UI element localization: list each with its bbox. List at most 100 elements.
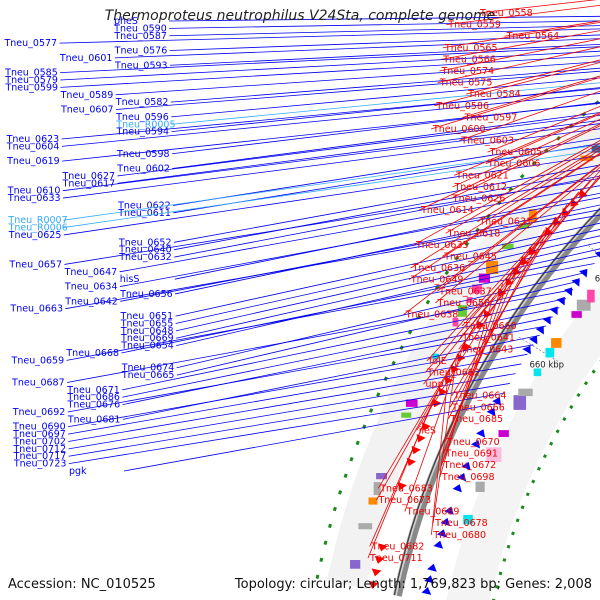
reverse-gene-label: Tneu_0678 (434, 518, 488, 529)
reverse-gene-label: Tneu_0597 (464, 112, 518, 123)
reverse-gene-label: Tneu_0584 (467, 89, 521, 100)
reverse-leader-line (418, 123, 600, 211)
forward-gene-label: Tneu_0623 (6, 134, 60, 145)
forward-gene-arrow (563, 287, 573, 297)
forward-leader-line (119, 185, 600, 273)
forward-gene-label: Tneu_0587 (113, 31, 167, 42)
feature-block (478, 273, 490, 283)
forward-leader-line (175, 229, 600, 324)
forward-gene-arrow (424, 575, 434, 584)
forward-gene-label: Tneu_0589 (60, 90, 114, 101)
forward-gene-arrow (436, 529, 447, 538)
forward-leader-line (66, 263, 595, 361)
feature-block (498, 430, 509, 438)
forward-gene-arrow (492, 397, 501, 406)
reverse-gene-arrow (463, 342, 472, 351)
outer-tick (454, 255, 460, 261)
forward-gene-arrow (475, 429, 486, 438)
forward-gene-label: Tneu_0676 (67, 400, 121, 411)
forward-leader-line (61, 88, 600, 140)
reverse-gene-arrow (421, 422, 431, 431)
reverse-leader-line (450, 125, 600, 199)
forward-leader-line (62, 128, 600, 199)
reverse-gene-arrow (378, 543, 388, 552)
reverse-gene-label: Tneu_0711 (369, 553, 423, 564)
genome-summary-text: Topology: circular; Length: 1,769,823 bp… (234, 577, 592, 592)
reverse-gene-label: Tneu_0566 (442, 54, 496, 65)
forward-leader-line (173, 137, 600, 206)
forward-leader-line (122, 334, 540, 420)
reverse-leader-line (430, 77, 600, 130)
inner-tick (583, 381, 589, 386)
feature-block (472, 284, 482, 294)
feature-block (571, 311, 582, 318)
forward-leader-line (62, 102, 600, 162)
reverse-gene-label: Tneu_0662 (426, 367, 480, 378)
forward-gene-arrow (579, 268, 588, 278)
feature-block (486, 447, 502, 462)
reverse-gene-label: Tneu_0586 (435, 101, 489, 112)
reverse-gene-label: Tneu_0666 (451, 402, 505, 413)
accession-text: Accession: NC_010525 (8, 577, 156, 592)
forward-gene-label: Tneu_0690 (12, 422, 66, 433)
forward-gene-arrow (522, 345, 531, 355)
forward-leader-line (64, 177, 600, 265)
forward-gene-label: Tneu_0687 (11, 377, 65, 388)
outer-tick (338, 490, 343, 495)
feature-block (463, 514, 473, 525)
forward-gene-label: Tneu_0576 (114, 46, 168, 57)
feature-block (591, 145, 600, 153)
forward-leader-line (169, 34, 600, 51)
inner-tick (495, 585, 499, 589)
reverse-gene-arrow (374, 555, 385, 564)
outer-tick (531, 160, 537, 166)
feature-block (513, 395, 527, 410)
reverse-leader-line (448, 229, 545, 420)
outer-tick (519, 173, 525, 179)
reverse-gene-label: Tneu_0698 (441, 472, 495, 483)
forward-gene-arrow (571, 278, 580, 287)
forward-gene-label: Tneu_0654 (120, 341, 174, 352)
forward-gene-label: Tneu_0681 (67, 414, 121, 425)
forward-leader-line (60, 55, 600, 88)
forward-gene-label: Tneu_0648 (120, 326, 174, 337)
feature-block (358, 523, 373, 530)
inner-band (446, 286, 600, 600)
feature-block (373, 482, 381, 496)
forward-gene-label: Tneu_0610 (7, 186, 61, 197)
reverse-leader-line (442, 269, 514, 454)
forward-leader-line (63, 155, 600, 236)
reverse-leader-line (504, 20, 600, 37)
forward-leader-line (176, 248, 600, 346)
outer-tick (444, 270, 450, 276)
reverse-leader-line (437, 46, 600, 83)
scale-label: 660 kbp (529, 361, 564, 371)
forward-leader-line (169, 43, 600, 66)
reverse-gene-label: Tneu_0636 (412, 263, 466, 274)
forward-gene-label: Tneu_0723 (13, 459, 67, 470)
reverse-gene-label: Tneu_0638 (405, 309, 459, 320)
inner-tick (520, 505, 525, 510)
forward-leader-line (63, 149, 600, 228)
feature-block (368, 497, 378, 505)
outer-tick (508, 186, 514, 192)
reverse-gene-label: Tneu_0672 (443, 460, 497, 471)
backbone-edge (393, 207, 600, 596)
reverse-leader-line (445, 142, 600, 234)
reverse-gene-label: Tneu_0559 (447, 20, 501, 31)
forward-gene-label: Tneu_0647 (64, 267, 118, 278)
inner-tick (498, 571, 503, 576)
reverse-leader-line (413, 140, 600, 246)
reverse-gene-arrow (368, 580, 379, 589)
forward-gene-label: Tneu_0651 (120, 311, 174, 322)
outer-band (326, 113, 600, 590)
forward-leader-line (60, 46, 600, 74)
forward-gene-label: Tneu_0668 (65, 348, 119, 359)
reverse-gene-label: Tneu_0606 (487, 159, 541, 170)
reverse-leader-line (403, 163, 600, 315)
reverse-gene-label: Tneu_0603 (460, 136, 514, 147)
outer-tick (315, 574, 320, 580)
inner-tick (549, 441, 554, 446)
inner-tick (515, 518, 520, 523)
forward-gene-label: Tneu_0599 (4, 82, 58, 93)
